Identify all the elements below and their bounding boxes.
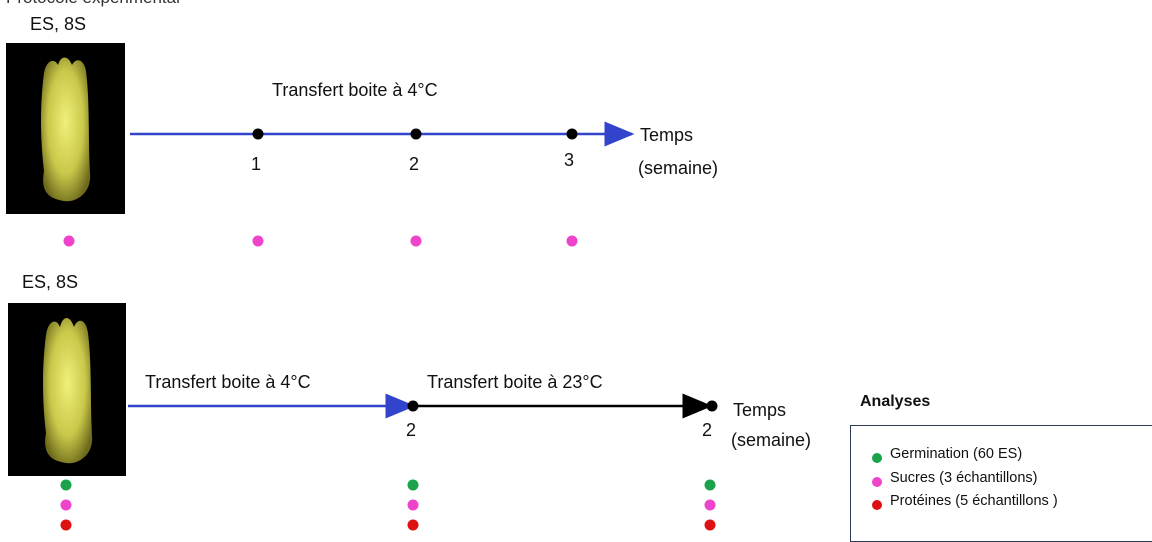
legend-germination-label: Germination (60 ES) — [890, 446, 1023, 462]
panel2-seed-image — [43, 318, 93, 464]
panel1-timepoint-2 — [410, 128, 422, 140]
panel2-axis-label-unit: (semaine) — [731, 430, 812, 450]
panel1-timepoint-3 — [566, 128, 578, 140]
panel2-sucres-dot-1 — [407, 499, 419, 511]
panel2-germination-dot-1 — [407, 479, 419, 491]
panel2-proteines-dot-2 — [704, 519, 716, 531]
panel1-sucres-dot-3 — [566, 235, 578, 247]
panel1-axis-label-unit: (semaine) — [638, 158, 719, 178]
timeline-diagram — [60, 121, 718, 531]
panel2-timepoint-2 — [706, 400, 718, 412]
panel2-sucres-dot-0 — [60, 499, 72, 511]
panel1-sucres-dot-2 — [410, 235, 422, 247]
panel1-tick-3: 3 — [564, 150, 575, 170]
panel1-tick-2: 2 — [409, 154, 420, 174]
legend-title: Analyses — [860, 393, 931, 410]
panel2-germination-dot-0 — [60, 479, 72, 491]
panel1-seed-image — [41, 57, 91, 202]
legend-sucres-dot — [872, 477, 882, 487]
legend-germination-dot — [872, 453, 882, 463]
panel2-proteines-dot-0 — [60, 519, 72, 531]
panel2-tick-first: 2 — [406, 420, 417, 440]
panel2-germination-dot-2 — [704, 479, 716, 491]
panel1-sample-label: ES, 8S — [30, 14, 87, 34]
panel2-seed-photo — [8, 303, 126, 476]
legend-sucres-label: Sucres (3 échantillons) — [890, 470, 1038, 486]
panel2-sample-label: ES, 8S — [22, 272, 79, 292]
panel1-sucres-dot-1 — [252, 235, 264, 247]
panel1-step-label: Transfert boite à 4°C — [272, 80, 438, 100]
panel2-proteines-dot-1 — [407, 519, 419, 531]
diagram-title: Protocole expérimental — [6, 0, 180, 8]
legend-box — [850, 425, 1152, 542]
legend-proteines-label: Protéines (5 échantillons ) — [890, 493, 1058, 509]
panel1-axis-label-temps: Temps — [640, 125, 694, 145]
panel2-step2-label: Transfert boite à 23°C — [427, 372, 603, 392]
panel1-timepoint-1 — [252, 128, 264, 140]
panel2-step1-label: Transfert boite à 4°C — [145, 372, 311, 392]
panel2-timepoint-1 — [407, 400, 419, 412]
panel2-sucres-dot-2 — [704, 499, 716, 511]
panel1-seed-photo — [6, 43, 125, 214]
panel2-axis-label-temps: Temps — [733, 400, 787, 420]
panel2-tick-second: 2 — [702, 420, 713, 440]
legend-proteines-dot — [872, 500, 882, 510]
panel1-tick-1: 1 — [251, 154, 262, 174]
panel1-sucres-dot-0 — [63, 235, 75, 247]
